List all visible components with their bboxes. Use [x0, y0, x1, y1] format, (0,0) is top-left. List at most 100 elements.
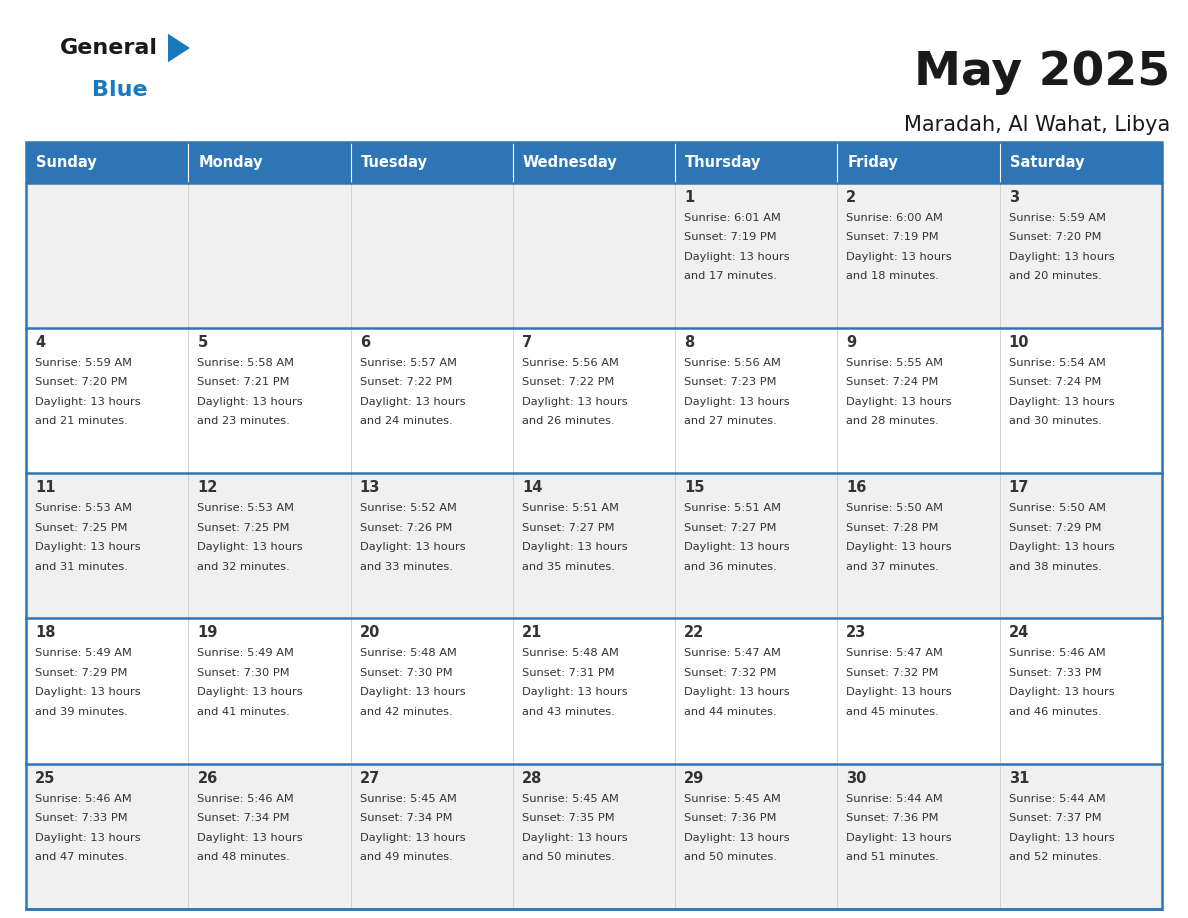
Bar	[999, 764, 1162, 909]
Bar	[513, 764, 675, 909]
Text: 15: 15	[684, 480, 704, 495]
Text: Sunrise: 5:52 AM: Sunrise: 5:52 AM	[360, 503, 456, 513]
Bar	[838, 328, 999, 473]
Text: Blue: Blue	[91, 80, 147, 100]
Bar	[675, 473, 838, 619]
Text: 23: 23	[846, 625, 866, 641]
Text: Sunset: 7:19 PM: Sunset: 7:19 PM	[846, 232, 939, 242]
Text: and 24 minutes.: and 24 minutes.	[360, 417, 453, 426]
Bar	[513, 473, 675, 619]
Text: and 32 minutes.: and 32 minutes.	[197, 562, 290, 572]
Text: 10: 10	[1009, 335, 1029, 350]
Text: and 52 minutes.: and 52 minutes.	[1009, 852, 1101, 862]
Text: 27: 27	[360, 770, 380, 786]
Text: Sunrise: 5:44 AM: Sunrise: 5:44 AM	[846, 793, 943, 803]
Text: Daylight: 13 hours: Daylight: 13 hours	[36, 397, 140, 407]
Bar	[999, 473, 1162, 619]
Text: Sunrise: 5:54 AM: Sunrise: 5:54 AM	[1009, 358, 1106, 368]
Text: Sunset: 7:22 PM: Sunset: 7:22 PM	[522, 377, 614, 387]
Text: Sunrise: 5:46 AM: Sunrise: 5:46 AM	[1009, 648, 1105, 658]
Text: Sunset: 7:33 PM: Sunset: 7:33 PM	[36, 813, 128, 823]
Text: and 31 minutes.: and 31 minutes.	[36, 562, 128, 572]
Text: Sunrise: 5:59 AM: Sunrise: 5:59 AM	[1009, 213, 1106, 223]
Text: Daylight: 13 hours: Daylight: 13 hours	[684, 252, 790, 262]
Bar	[350, 183, 513, 328]
Text: and 51 minutes.: and 51 minutes.	[846, 852, 940, 862]
Text: 28: 28	[522, 770, 542, 786]
Text: 22: 22	[684, 625, 704, 641]
Polygon shape	[168, 34, 190, 62]
Text: and 23 minutes.: and 23 minutes.	[197, 417, 290, 426]
Text: Sunrise: 5:59 AM: Sunrise: 5:59 AM	[36, 358, 132, 368]
Text: Sunset: 7:36 PM: Sunset: 7:36 PM	[846, 813, 939, 823]
Text: Sunset: 7:29 PM: Sunset: 7:29 PM	[36, 668, 127, 677]
Text: Sunset: 7:36 PM: Sunset: 7:36 PM	[684, 813, 777, 823]
Text: Sunset: 7:33 PM: Sunset: 7:33 PM	[1009, 668, 1101, 677]
Bar	[999, 619, 1162, 764]
Bar	[189, 764, 350, 909]
Bar	[513, 142, 675, 183]
Text: Daylight: 13 hours: Daylight: 13 hours	[360, 833, 466, 843]
Text: 2: 2	[846, 190, 857, 205]
Text: Sunset: 7:23 PM: Sunset: 7:23 PM	[684, 377, 777, 387]
Text: Daylight: 13 hours: Daylight: 13 hours	[522, 543, 627, 552]
Bar	[26, 142, 189, 183]
Text: 7: 7	[522, 335, 532, 350]
Text: Thursday: Thursday	[685, 155, 762, 170]
Text: 3: 3	[1009, 190, 1019, 205]
Text: and 45 minutes.: and 45 minutes.	[846, 707, 940, 717]
Text: Sunrise: 5:45 AM: Sunrise: 5:45 AM	[684, 793, 781, 803]
Text: Sunrise: 5:46 AM: Sunrise: 5:46 AM	[197, 793, 295, 803]
Text: Daylight: 13 hours: Daylight: 13 hours	[197, 397, 303, 407]
Text: Daylight: 13 hours: Daylight: 13 hours	[522, 397, 627, 407]
Text: and 18 minutes.: and 18 minutes.	[846, 271, 940, 281]
Text: 25: 25	[36, 770, 56, 786]
Text: Monday: Monday	[198, 155, 263, 170]
Text: 24: 24	[1009, 625, 1029, 641]
Text: and 49 minutes.: and 49 minutes.	[360, 852, 453, 862]
Text: Sunset: 7:30 PM: Sunset: 7:30 PM	[360, 668, 453, 677]
Bar	[26, 619, 189, 764]
Text: 9: 9	[846, 335, 857, 350]
Text: Sunset: 7:31 PM: Sunset: 7:31 PM	[522, 668, 614, 677]
Text: Sunset: 7:24 PM: Sunset: 7:24 PM	[1009, 377, 1101, 387]
Text: Sunrise: 5:56 AM: Sunrise: 5:56 AM	[684, 358, 781, 368]
Text: Daylight: 13 hours: Daylight: 13 hours	[846, 543, 952, 552]
Text: Daylight: 13 hours: Daylight: 13 hours	[360, 543, 466, 552]
Text: 14: 14	[522, 480, 542, 495]
Text: Sunset: 7:37 PM: Sunset: 7:37 PM	[1009, 813, 1101, 823]
Bar	[675, 183, 838, 328]
Text: Daylight: 13 hours: Daylight: 13 hours	[846, 833, 952, 843]
Text: and 50 minutes.: and 50 minutes.	[684, 852, 777, 862]
Text: Daylight: 13 hours: Daylight: 13 hours	[522, 833, 627, 843]
Text: Daylight: 13 hours: Daylight: 13 hours	[1009, 397, 1114, 407]
Text: May 2025: May 2025	[914, 50, 1170, 95]
Text: and 39 minutes.: and 39 minutes.	[36, 707, 128, 717]
Text: Daylight: 13 hours: Daylight: 13 hours	[846, 688, 952, 698]
Text: Daylight: 13 hours: Daylight: 13 hours	[197, 833, 303, 843]
Text: Sunrise: 5:53 AM: Sunrise: 5:53 AM	[197, 503, 295, 513]
Bar	[350, 619, 513, 764]
Text: Sunrise: 5:51 AM: Sunrise: 5:51 AM	[522, 503, 619, 513]
Text: Sunrise: 5:46 AM: Sunrise: 5:46 AM	[36, 793, 132, 803]
Text: 16: 16	[846, 480, 867, 495]
Text: and 43 minutes.: and 43 minutes.	[522, 707, 614, 717]
Text: Sunrise: 5:55 AM: Sunrise: 5:55 AM	[846, 358, 943, 368]
Text: Maradah, Al Wahat, Libya: Maradah, Al Wahat, Libya	[904, 115, 1170, 135]
Text: Sunset: 7:26 PM: Sunset: 7:26 PM	[360, 522, 451, 532]
Text: Sunset: 7:27 PM: Sunset: 7:27 PM	[684, 522, 777, 532]
Text: and 28 minutes.: and 28 minutes.	[846, 417, 940, 426]
Text: Daylight: 13 hours: Daylight: 13 hours	[1009, 252, 1114, 262]
Text: and 47 minutes.: and 47 minutes.	[36, 852, 128, 862]
Text: 21: 21	[522, 625, 542, 641]
Text: Sunset: 7:29 PM: Sunset: 7:29 PM	[1009, 522, 1101, 532]
Text: Sunrise: 5:47 AM: Sunrise: 5:47 AM	[684, 648, 781, 658]
Text: Sunset: 7:34 PM: Sunset: 7:34 PM	[360, 813, 453, 823]
Bar	[838, 619, 999, 764]
Text: Sunrise: 5:49 AM: Sunrise: 5:49 AM	[197, 648, 295, 658]
Text: Sunset: 7:22 PM: Sunset: 7:22 PM	[360, 377, 451, 387]
Bar	[26, 183, 189, 328]
Text: and 36 minutes.: and 36 minutes.	[684, 562, 777, 572]
Text: Sunset: 7:35 PM: Sunset: 7:35 PM	[522, 813, 614, 823]
Bar	[999, 328, 1162, 473]
